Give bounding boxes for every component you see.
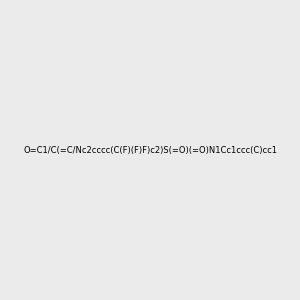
Text: O=C1/C(=C/Nc2cccc(C(F)(F)F)c2)S(=O)(=O)N1Cc1ccc(C)cc1: O=C1/C(=C/Nc2cccc(C(F)(F)F)c2)S(=O)(=O)N…	[23, 146, 277, 154]
